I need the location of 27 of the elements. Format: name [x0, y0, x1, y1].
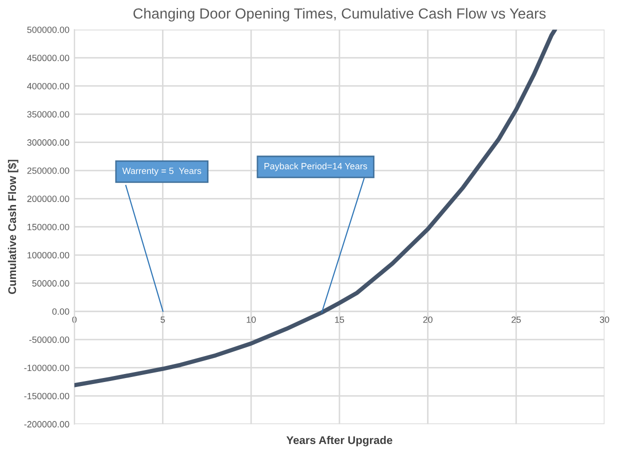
- y-tick-label: 500000.00: [27, 26, 70, 33]
- y-tick-label: 300000.00: [27, 139, 70, 146]
- x-tick-label: 15: [335, 316, 344, 323]
- y-tick-label: 200000.00: [27, 196, 70, 202]
- chart-title: Changing Door Opening Times, Cumulative Cash Flow vs Years: [133, 8, 546, 22]
- y-tick-label: 400000.00: [27, 82, 70, 90]
- x-axis-title: Years After Upgrade: [286, 436, 392, 446]
- line-series: [74, 30, 558, 388]
- y-tick-label: -50000.00: [29, 336, 70, 343]
- y-tick-label: 250000.00: [27, 167, 70, 174]
- annotation: Payback Period=14 Years: [264, 162, 368, 172]
- y-tick-label: -100000.00: [24, 364, 70, 372]
- x-tick-label: 5: [160, 316, 165, 323]
- y-tick-label: -150000.00: [24, 392, 70, 400]
- y-tick-label: 0.00: [52, 308, 70, 315]
- x-tick-label: 25: [512, 316, 521, 323]
- annotation: Warrenty = 5 Years: [122, 168, 202, 176]
- x-tick-label: 20: [423, 316, 432, 323]
- y-tick-label: 450000.00: [27, 54, 70, 62]
- x-tick-label: 10: [246, 316, 256, 323]
- y-tick-label: 150000.00: [28, 224, 70, 230]
- y-tick-label: 50000.00: [32, 280, 70, 287]
- y-axis-title: Cumulative Cash Flow [$]: [8, 160, 18, 294]
- y-tick-label: 350000.00: [27, 111, 70, 118]
- y-tick-label: 100000.00: [28, 252, 70, 258]
- x-tick-label: 30: [600, 316, 610, 323]
- y-tick-label: -200000.00: [24, 421, 70, 428]
